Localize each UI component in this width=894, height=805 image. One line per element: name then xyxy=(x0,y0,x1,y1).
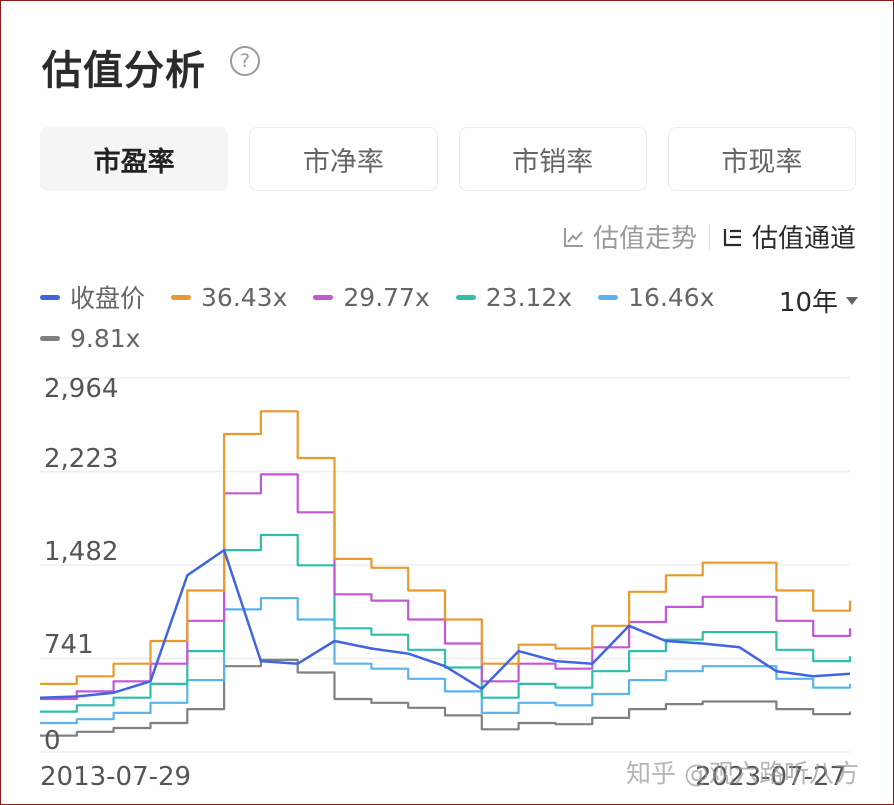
y-tick-label: 741 xyxy=(44,630,94,660)
period-dropdown[interactable]: 10年 xyxy=(779,282,858,319)
legend-swatch xyxy=(313,294,334,300)
legend-swatch xyxy=(598,294,619,300)
y-tick-label: 2,223 xyxy=(44,444,119,474)
x-tick-start: 2013-07-29 xyxy=(40,762,192,792)
help-icon[interactable]: ? xyxy=(230,46,260,76)
dropdown-caret-icon xyxy=(846,296,858,305)
mode-channel-button[interactable]: 估值通道 xyxy=(722,218,856,255)
x-tick-end: 2023-07-27 xyxy=(695,762,847,792)
watermark: 知乎 @观六路听八方 xyxy=(626,759,859,788)
tab-pe[interactable]: 市盈率 xyxy=(40,127,229,191)
series-line-0 xyxy=(39,548,851,699)
view-mode-switch: 估值走势 估值通道 xyxy=(563,218,856,255)
period-value: 10年 xyxy=(778,288,838,318)
tab-pb[interactable]: 市净率 xyxy=(249,127,438,191)
legend-item-16x[interactable]: 16.46x xyxy=(598,283,715,312)
series-line-1 xyxy=(40,410,852,685)
y-tick-label: 0 xyxy=(44,726,61,756)
legend-swatch xyxy=(171,294,192,300)
legend-item-price[interactable]: 收盘价 xyxy=(40,279,145,315)
line-chart-icon xyxy=(563,227,583,247)
legend-item-23x[interactable]: 23.12x xyxy=(455,283,572,312)
legend-item-29x[interactable]: 29.77x xyxy=(313,283,430,312)
series-line-2 xyxy=(40,473,852,701)
legend-swatch xyxy=(40,335,60,341)
series-line-4 xyxy=(40,597,852,725)
mode-trend-label: 估值走势 xyxy=(592,224,697,254)
metric-tabs: 市盈率 市净率 市销率 市现率 xyxy=(40,127,856,191)
y-tick-label: 1,482 xyxy=(44,537,119,567)
legend-swatch xyxy=(40,294,60,300)
channel-icon xyxy=(723,228,741,246)
chart-legend: 收盘价 36.43x 29.77x 23.12x 16.46x 9.81x xyxy=(40,280,860,362)
mode-channel-label: 估值通道 xyxy=(751,224,856,254)
tab-pcf[interactable]: 市现率 xyxy=(667,127,856,191)
tab-ps[interactable]: 市销率 xyxy=(458,127,647,191)
series-line-3 xyxy=(40,533,852,713)
legend-swatch xyxy=(455,294,476,300)
series-line-5 xyxy=(40,658,852,737)
page-title: 估值分析 xyxy=(42,48,206,94)
legend-item-36x[interactable]: 36.43x xyxy=(171,283,287,312)
divider xyxy=(708,223,710,250)
mode-trend-button[interactable]: 估值走势 xyxy=(563,218,697,255)
legend-item-9x[interactable]: 9.81x xyxy=(40,324,140,353)
y-tick-label: 2,964 xyxy=(44,374,119,404)
